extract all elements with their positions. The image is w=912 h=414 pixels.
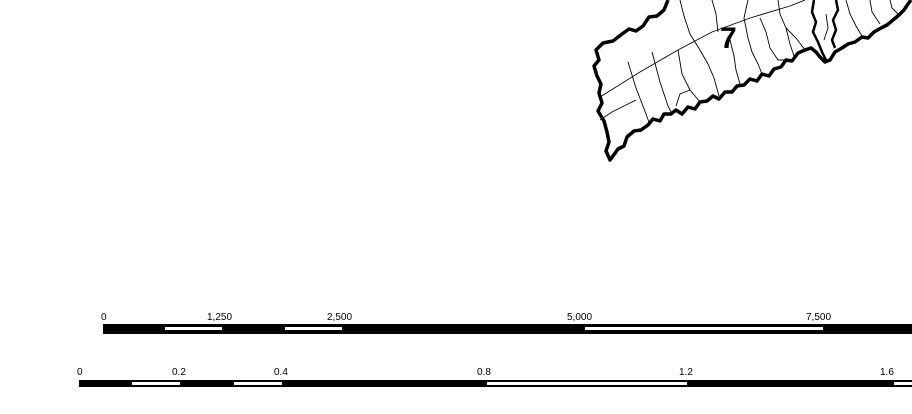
subdivision-boundaries [599, 0, 899, 126]
subdivision-boundary [627, 61, 651, 126]
scale-bar-1-segment [585, 327, 823, 330]
subdivision-boundary [869, 0, 881, 25]
scale-bar-2-label: 0 [77, 367, 83, 378]
subdivision-boundary [759, 17, 786, 61]
scale-bar-2-label: 0.2 [172, 367, 186, 378]
subdivision-boundary [599, 0, 806, 98]
scale-bar-2: 0 0.2 0.4 0.8 1.2 1.6 [77, 367, 912, 387]
scale-bar-2-segment [132, 382, 180, 385]
scale-bar-1-body [103, 324, 912, 334]
subdivision-boundary [729, 39, 741, 85]
subdivision-boundary [823, 13, 829, 41]
scale-bar-2-label: 1.6 [880, 367, 894, 378]
region-inner-boundary [810, 0, 828, 61]
subdivision-boundary [889, 0, 899, 15]
scale-bar-2-label: 0.8 [477, 367, 491, 378]
scale-bar-2-label: 0.4 [274, 367, 288, 378]
scale-bar-1-label: 7,500 [806, 312, 831, 323]
scale-bar-2-segment [894, 382, 912, 385]
region-outline [592, 0, 912, 162]
scale-bar-1-label: 5,000 [567, 312, 592, 323]
subdivision-boundary [711, 0, 719, 33]
scale-bar-1-label: 1,250 [207, 312, 232, 323]
scale-bar-1-segment [165, 327, 222, 330]
subdivision-boundary [651, 51, 673, 115]
subdivision-boundary [845, 0, 863, 37]
subdivision-boundary [599, 99, 637, 121]
subdivision-boundary [679, 0, 701, 51]
scale-bar-2-segment [234, 382, 282, 385]
scale-bar-1: 0 1,250 2,500 5,000 7,500 [101, 312, 912, 334]
scale-bar-2-label: 1.2 [679, 367, 693, 378]
region-label: 7 [720, 22, 737, 55]
subdivision-boundary [677, 49, 701, 103]
scale-bar-1-label: 2,500 [327, 312, 352, 323]
scale-bar-1-label: 0 [101, 312, 107, 323]
subdivision-boundary [785, 27, 795, 57]
scale-bar-2-segment [487, 382, 687, 385]
region-map [592, 0, 912, 162]
subdivision-boundary [743, 0, 753, 53]
subdivision-boundary [751, 51, 763, 75]
scale-bar-1-segment [285, 327, 342, 330]
subdivision-boundary [699, 49, 720, 97]
subdivision-boundary [777, 0, 806, 51]
region-inner-boundary [830, 0, 840, 49]
subdivision-boundary [675, 89, 691, 107]
